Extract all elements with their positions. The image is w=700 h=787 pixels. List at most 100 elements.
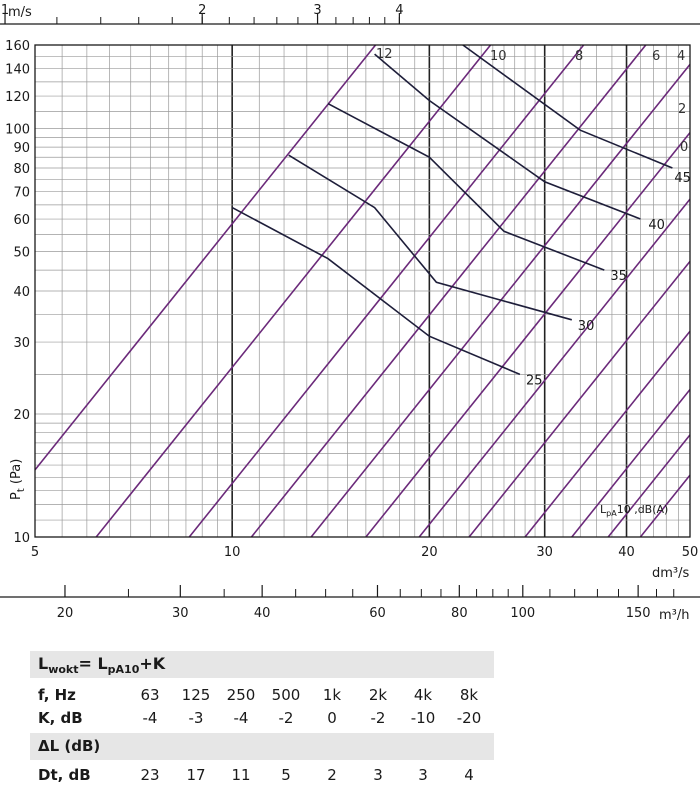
bottom-tick-label: 80	[451, 606, 468, 621]
legend-note: LpA10 ,dB(A)	[600, 503, 668, 518]
y-tick-label: 10	[13, 531, 30, 546]
formula-band	[30, 651, 494, 678]
family-line-label: 2	[678, 102, 686, 117]
legend-note-sub: pA	[606, 509, 617, 518]
noise-curve	[327, 102, 605, 271]
formula-rest: +K	[139, 654, 166, 673]
correction-row-cell: -4	[233, 709, 249, 727]
y-tick-label: 140	[5, 63, 30, 78]
formula-eq: = L	[78, 654, 108, 673]
bottom-tick-label: 20	[57, 606, 74, 621]
bottom-axis-unit: m³/h	[659, 608, 690, 623]
bottom-tick-label: 40	[254, 606, 271, 621]
y-tick-label: 100	[5, 122, 30, 137]
noise-curve	[374, 53, 641, 220]
family-line	[250, 44, 647, 538]
dt-row-cell: 3	[373, 766, 383, 784]
dt-row-cell: 3	[418, 766, 428, 784]
family-line-label: 10	[490, 49, 507, 64]
family-line	[524, 330, 691, 538]
dt-row-label: Dt, dB	[38, 766, 91, 784]
frequency-row-cell: 250	[226, 686, 256, 704]
y-tick-label: 80	[13, 162, 30, 177]
plot-frame	[34, 44, 691, 538]
y-tick-label: 120	[5, 90, 30, 105]
frequency-row-cell: 8k	[459, 686, 479, 704]
y-axis-label-main: P	[9, 492, 24, 500]
family-line	[468, 260, 691, 538]
dt-row-cell: 2	[327, 766, 337, 784]
formula-sub1: wokt	[48, 663, 79, 676]
bottom-tick-label: 30	[172, 606, 189, 621]
y-tick-label: 40	[13, 285, 30, 300]
correction-row-cell: -3	[188, 709, 204, 727]
family-line	[365, 132, 691, 538]
dt-row-cell: 17	[186, 766, 206, 784]
correction-row-cell: -2	[278, 709, 294, 727]
y-axis-label-suffix: (Pa)	[9, 459, 24, 489]
family-line	[639, 474, 691, 538]
y-tick-label: 160	[5, 39, 30, 54]
frequency-row-cell: 2k	[368, 686, 388, 704]
x-tick-label: 5	[31, 545, 39, 560]
formula: Lwokt= LpA10+K	[38, 654, 165, 676]
frequency-row-cell: 4k	[413, 686, 433, 704]
correction-row-cell: -4	[142, 709, 158, 727]
noise-curve	[462, 44, 673, 169]
family-line-label: 8	[575, 49, 583, 64]
correction-row-cell: -10	[410, 709, 436, 727]
correction-row-label: K, dB	[38, 709, 83, 727]
dt-row-cell: 4	[464, 766, 474, 784]
top-tick-label: 2	[198, 3, 206, 18]
family-line	[418, 198, 691, 538]
legend-note-rest: 10 ,dB(A)	[617, 503, 669, 516]
correction-row-cell: -2	[370, 709, 386, 727]
noise-curve-label: 45	[674, 171, 691, 186]
dt-row-cell: 23	[140, 766, 160, 784]
family-line-label: 4	[677, 49, 685, 64]
family-line	[95, 44, 492, 538]
x-axis-unit: dm³/s	[652, 566, 690, 581]
family-line-label: 6	[652, 49, 660, 64]
x-tick-label: 30	[536, 545, 553, 560]
frequency-row-cell: 500	[271, 686, 301, 704]
top-tick-label: 1	[1, 3, 9, 18]
family-line-label: 0	[680, 140, 688, 155]
family-line	[188, 44, 585, 538]
y-tick-label: 70	[13, 186, 30, 201]
top-tick-label: 4	[395, 3, 403, 18]
section2-title: ΔL (dB)	[38, 737, 101, 755]
x-tick-label: 40	[618, 545, 635, 560]
y-tick-label: 60	[13, 213, 30, 228]
family-line	[571, 389, 691, 538]
y-tick-label: 20	[13, 408, 30, 423]
noise-curve-label: 30	[578, 319, 595, 334]
noise-curve-label: 35	[610, 269, 627, 284]
top-tick-label: 3	[313, 3, 321, 18]
top-axis-unit: m/s	[8, 5, 32, 20]
y-axis-label: Pt (Pa)	[9, 459, 27, 500]
noise-curve-label: 25	[526, 373, 543, 388]
frequency-row-label: f, Hz	[38, 686, 76, 704]
formula-main: L	[38, 654, 49, 673]
family-line	[607, 434, 691, 538]
correction-row-cell: 0	[327, 709, 337, 727]
bottom-tick-label: 100	[510, 606, 535, 621]
dt-row-cell: 11	[231, 766, 251, 784]
frequency-row-cell: 63	[140, 686, 160, 704]
bottom-tick-label: 60	[369, 606, 386, 621]
family-line-label: 12	[376, 47, 393, 62]
noise-curve	[288, 154, 573, 321]
legend-note-main: L	[600, 503, 607, 516]
y-tick-label: 30	[13, 336, 30, 351]
chart-grid	[34, 44, 691, 538]
x-tick-label: 50	[682, 545, 699, 560]
noise-curve-label: 40	[648, 218, 665, 233]
y-tick-label: 50	[13, 245, 30, 260]
frequency-row-cell: 1k	[322, 686, 342, 704]
family-line	[34, 44, 377, 471]
bottom-tick-label: 150	[626, 606, 651, 621]
